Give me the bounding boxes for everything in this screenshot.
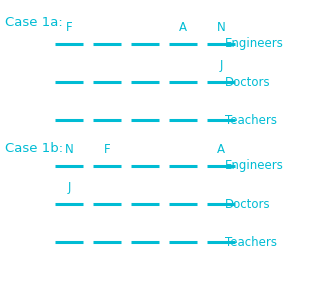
Text: Engineers: Engineers bbox=[225, 37, 284, 51]
Text: J: J bbox=[67, 181, 71, 194]
Text: Engineers: Engineers bbox=[225, 160, 284, 172]
Text: N: N bbox=[217, 21, 225, 34]
Text: Doctors: Doctors bbox=[225, 197, 271, 210]
Text: F: F bbox=[66, 21, 72, 34]
Text: Case 1a:: Case 1a: bbox=[5, 16, 63, 29]
Text: Doctors: Doctors bbox=[225, 76, 271, 89]
Text: J: J bbox=[219, 59, 223, 72]
Text: Teachers: Teachers bbox=[225, 114, 277, 126]
Text: Case 1b:: Case 1b: bbox=[5, 142, 63, 155]
Text: A: A bbox=[179, 21, 187, 34]
Text: N: N bbox=[65, 143, 73, 156]
Text: A: A bbox=[217, 143, 225, 156]
Text: Teachers: Teachers bbox=[225, 235, 277, 248]
Text: F: F bbox=[104, 143, 110, 156]
